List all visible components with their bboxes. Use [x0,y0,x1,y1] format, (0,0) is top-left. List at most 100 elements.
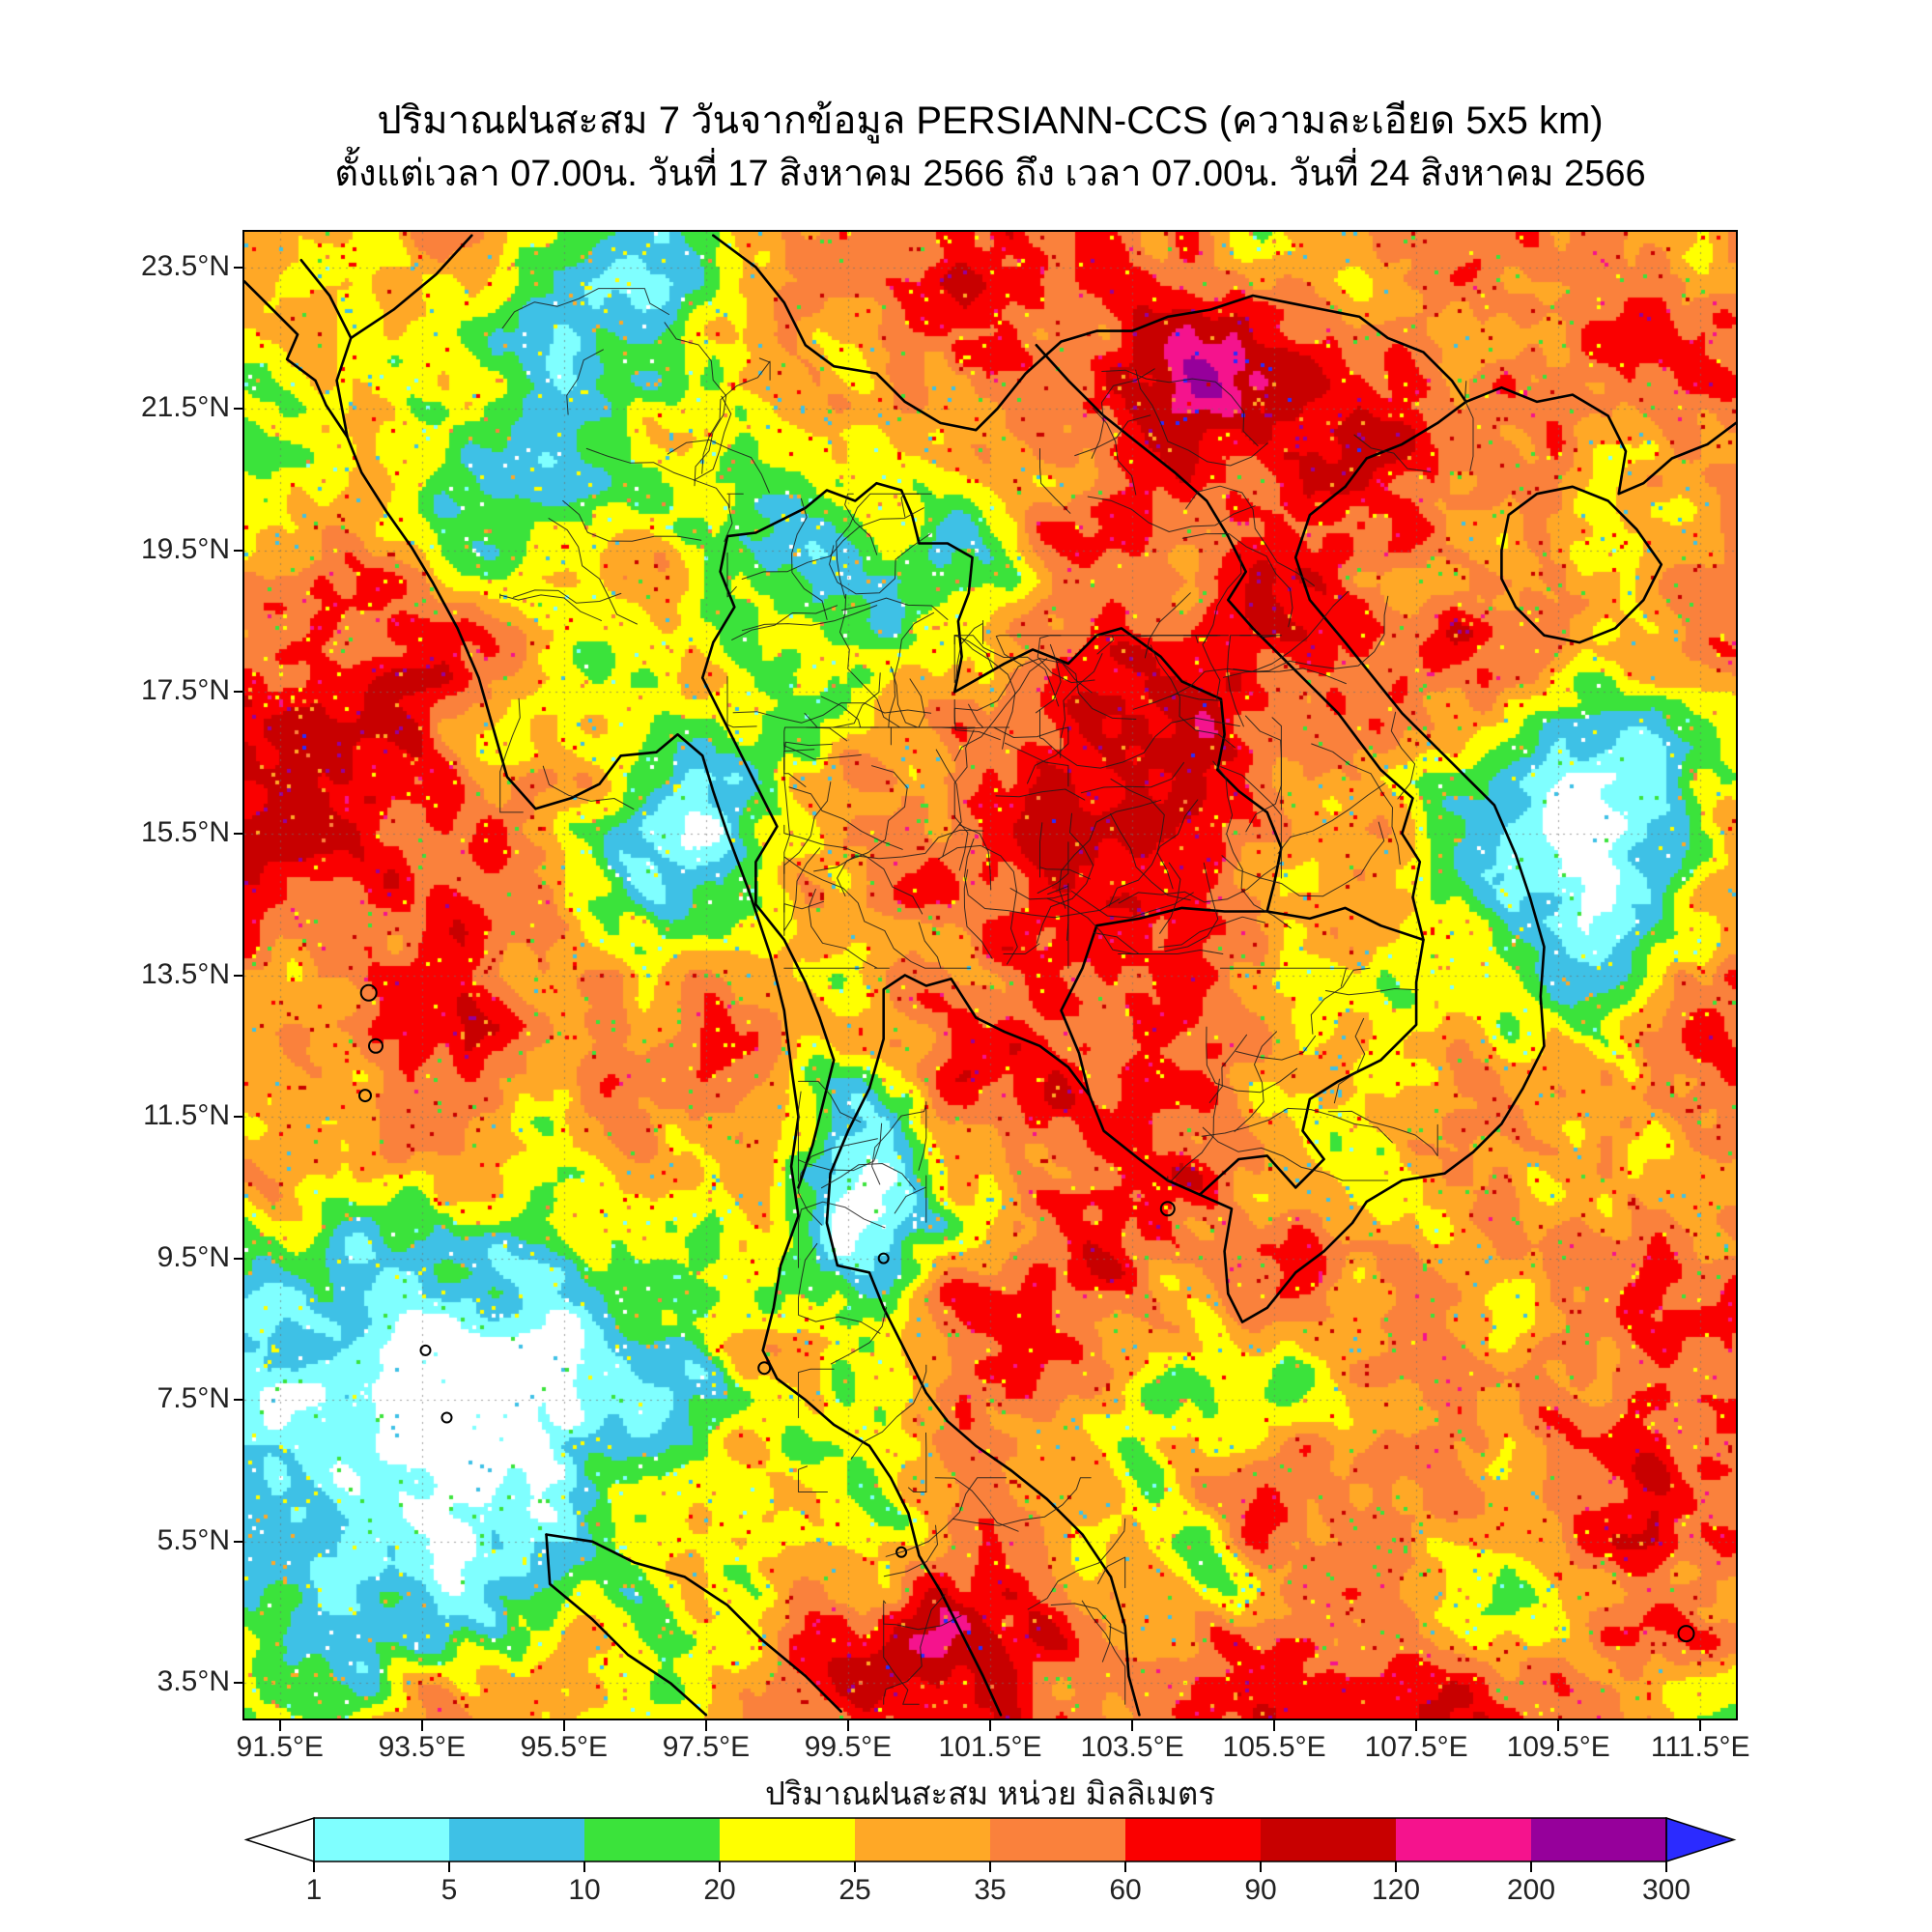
border-line [731,605,838,640]
border-line [1157,916,1265,949]
colorbar-arrow [243,1816,315,1863]
y-axis-tick-label: 9.5°N [156,1240,230,1273]
border-line [1170,590,1349,697]
y-axis-tick-label: 7.5°N [156,1382,230,1415]
country-borders-layer [244,234,1736,1717]
x-axis-tick-mark [420,1720,423,1731]
border-line [499,593,602,621]
border-line [1221,821,1385,897]
border-line [964,838,1121,919]
border-line [1222,595,1389,678]
border-line [783,781,832,913]
x-axis-tick-mark [704,1720,707,1731]
colorbar-arrow [1665,1816,1737,1863]
border-line [1333,1017,1366,1104]
y-axis-tick-mark [234,691,244,694]
border-line [820,696,879,728]
island-outline [359,983,378,1002]
border-line [1037,635,1095,684]
border-line [1464,385,1736,496]
border-line [350,234,473,340]
border-line [821,1163,916,1190]
colorbar-tick-value: 120 [1371,1874,1421,1906]
colorbar-tick-value: 60 [1109,1874,1142,1906]
border-line [836,493,920,599]
border-line [1094,932,1150,954]
island-outline [877,1252,890,1264]
map-plot [242,230,1738,1720]
border-line [783,856,942,969]
border-line [1118,862,1282,904]
x-axis-tick-mark [989,1720,991,1731]
border-line [1070,891,1194,919]
border-line [545,1533,708,1717]
border-line [918,922,972,969]
border-line [1202,635,1221,700]
x-axis-tick-label: 107.5°E [1364,1731,1468,1763]
border-line [1035,643,1062,714]
colorbar-tick-value: 1 [305,1874,323,1906]
colorbar-tick-value: 10 [568,1874,601,1906]
border-line [1096,635,1229,655]
border-line [1087,496,1256,532]
border-line [1206,1026,1297,1094]
x-axis-tick-mark [562,1720,565,1731]
border-line [908,1487,927,1492]
border-line [1039,448,1071,514]
border-line [1353,434,1432,472]
border-line [1464,381,1474,471]
border-line [1046,897,1224,954]
border-line [1144,592,1191,659]
border-line [1027,1518,1126,1610]
border-line [1009,888,1069,969]
y-axis-tick-label: 11.5°N [143,1099,230,1132]
border-line [1074,414,1151,457]
border-line [1500,485,1663,644]
y-axis-tick-label: 13.5°N [140,957,230,990]
y-axis-tick-label: 5.5°N [156,1523,230,1556]
x-axis-tick-mark [846,1720,849,1731]
colorbar-segment [1531,1818,1666,1861]
border-line [1108,799,1199,907]
border-line [955,620,984,683]
x-axis-tick-label: 109.5°E [1506,1731,1610,1763]
x-axis-tick-mark [1273,1720,1276,1731]
border-line [894,1175,927,1223]
x-axis-tick-mark [1131,1720,1134,1731]
border-line [871,1101,927,1185]
border-line [1060,653,1103,758]
border-line [934,1477,1019,1532]
border-line [1201,1107,1393,1143]
border-line [1003,943,1040,954]
border-line [952,1477,1092,1526]
border-line [1311,743,1401,866]
y-axis-tick-mark [234,266,244,269]
x-axis-tick-mark [278,1720,281,1731]
border-line [1245,715,1282,833]
border-line [883,1614,962,1631]
border-line [953,729,975,871]
border-line [1310,967,1371,1035]
y-axis-tick-label: 23.5°N [140,249,230,282]
border-line [953,635,1060,707]
border-line [1059,799,1162,909]
border-line [1219,967,1349,987]
border-line [1185,485,1315,586]
border-line [548,518,638,625]
x-axis-tick-mark [1415,1720,1418,1731]
border-line [741,507,924,580]
island-outline [368,1037,384,1054]
border-line [783,900,824,936]
colorbar-segment [1261,1818,1396,1861]
border-line [783,967,865,969]
border-line [888,611,934,728]
island-outline [895,1546,908,1558]
border-line [963,868,993,959]
border-line [888,726,1010,746]
border-line [244,279,1003,1717]
border-line [711,234,1467,432]
y-axis-tick-label: 3.5°N [156,1665,230,1698]
border-line [1081,1600,1126,1705]
colorbar-tick-value: 90 [1244,1874,1277,1906]
border-line [701,360,771,474]
